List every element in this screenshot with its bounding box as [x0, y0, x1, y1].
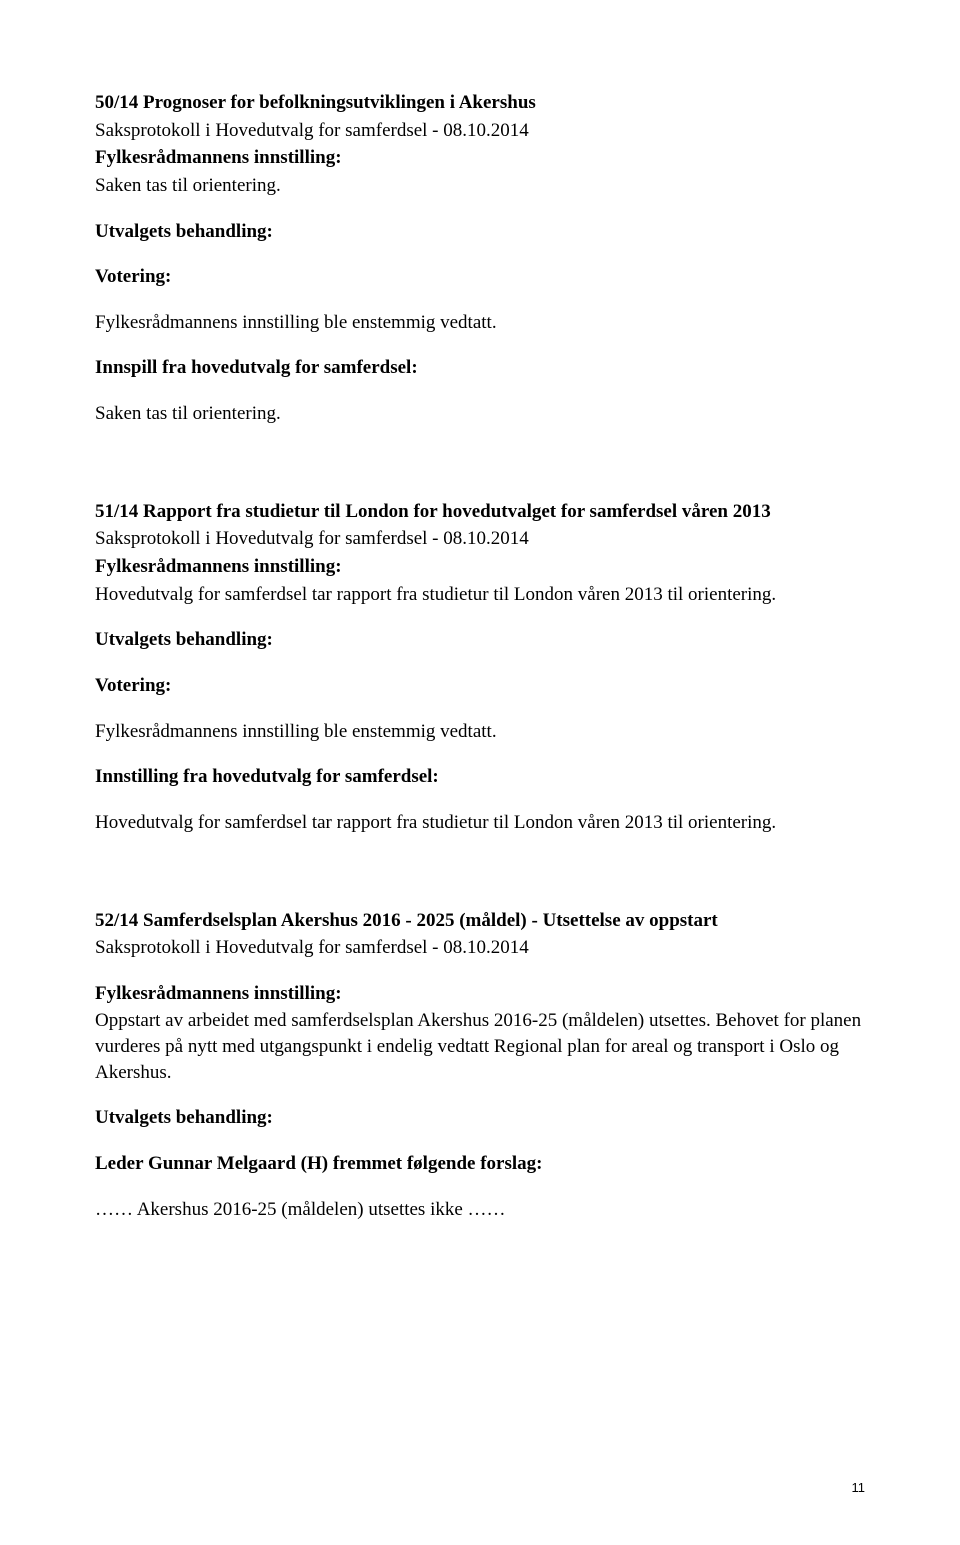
item-50-innstilling-text: Saken tas til orientering. [95, 173, 865, 199]
item-50-innstilling-label: Fylkesrådmannens innstilling: [95, 147, 342, 168]
item-51-innstilling2-label: Innstilling fra hovedutvalg for samferds… [95, 764, 865, 790]
item-52-title: 52/14 Samferdselsplan Akershus 2016 - 20… [95, 908, 865, 934]
item-51-votering-label: Votering: [95, 673, 865, 699]
item-51-saksprotokoll: Saksprotokoll i Hovedutvalg for samferds… [95, 526, 865, 552]
item-51-votering-text: Fylkesrådmannens innstilling ble enstemm… [95, 719, 865, 745]
item-50-innspill-label: Innspill fra hovedutvalg for samferdsel: [95, 355, 865, 381]
item-51-innstilling-label: Fylkesrådmannens innstilling: [95, 556, 342, 577]
item-50-saksprotokoll: Saksprotokoll i Hovedutvalg for samferds… [95, 118, 865, 144]
item-50-behandling-label: Utvalgets behandling: [95, 219, 865, 245]
item-51-behandling-label: Utvalgets behandling: [95, 627, 865, 653]
item-52-forslag-label: Leder Gunnar Melgaard (H) fremmet følgen… [95, 1151, 865, 1177]
item-51-title: 51/14 Rapport fra studietur til London f… [95, 499, 865, 525]
item-52-innstilling-text: Oppstart av arbeidet med samferdselsplan… [95, 1008, 865, 1085]
item-51-innstilling2-text: Hovedutvalg for samferdsel tar rapport f… [95, 810, 865, 836]
item-52-behandling-label: Utvalgets behandling: [95, 1105, 865, 1131]
item-52-innstilling-line: Fylkesrådmannens innstilling: [95, 981, 865, 1007]
item-50-innspill-text: Saken tas til orientering. [95, 401, 865, 427]
item-50-votering-text: Fylkesrådmannens innstilling ble enstemm… [95, 310, 865, 336]
document-page: 50/14 Prognoser for befolkningsutvikling… [0, 0, 960, 1545]
item-52-innstilling-label: Fylkesrådmannens innstilling: [95, 983, 342, 1004]
item-51-innstilling-text: Hovedutvalg for samferdsel tar rapport f… [95, 582, 865, 608]
item-51-innstilling-line: Fylkesrådmannens innstilling: [95, 554, 865, 580]
item-52-forslag-text: …… Akershus 2016-25 (måldelen) utsettes … [95, 1197, 865, 1223]
item-50-votering-label: Votering: [95, 264, 865, 290]
item-50-innstilling-line: Fylkesrådmannens innstilling: [95, 145, 865, 171]
item-50-title: 50/14 Prognoser for befolkningsutvikling… [95, 90, 865, 116]
page-number: 11 [852, 1480, 866, 1495]
item-52-saksprotokoll: Saksprotokoll i Hovedutvalg for samferds… [95, 935, 865, 961]
